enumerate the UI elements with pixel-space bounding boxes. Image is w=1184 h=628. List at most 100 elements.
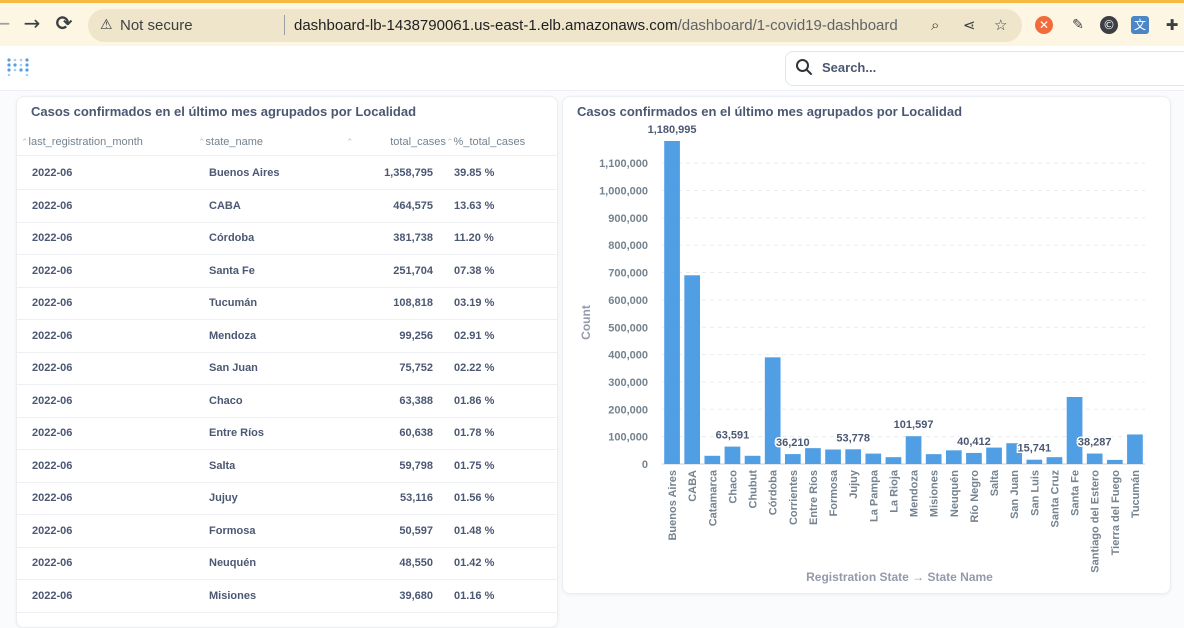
column-header-state-name[interactable]: ⌃state_name (198, 136, 263, 148)
extensions-puzzle-icon[interactable]: ✚ (1165, 16, 1179, 34)
cell-pct-total: 01.78 % (454, 427, 495, 439)
cell-pct-total: 39.85 % (454, 167, 495, 179)
cell-total-cases: 251,704 (393, 264, 433, 277)
column-header-total-cases[interactable]: ⌃ total_cases (346, 136, 446, 148)
y-tick-label: 300,000 (608, 377, 648, 389)
x-tick-label: Misiones (929, 470, 941, 517)
bar (1006, 443, 1023, 464)
sort-arrow-icon: ⌃ (346, 138, 354, 148)
cell-state: Salta (209, 459, 236, 472)
chart-card-title[interactable]: Casos confirmados en el último mes agrup… (577, 104, 963, 119)
x-tick-label: CABA (687, 470, 699, 502)
bar (784, 454, 801, 464)
bar (1046, 457, 1063, 464)
bar (845, 449, 862, 464)
data-label: 15,741 (1017, 443, 1051, 455)
x-tick-label: Santa Fe (1070, 470, 1082, 516)
security-label[interactable]: Not secure (120, 17, 193, 34)
x-tick-label: La Pampa (868, 469, 880, 522)
bar (905, 436, 922, 464)
table-row[interactable]: 2022-06 Salta 59,798 01.75 % (17, 450, 557, 483)
table-row[interactable]: 2022-06 Neuquén 48,550 01.42 % (17, 547, 557, 580)
cell-state: Tucumán (209, 297, 258, 309)
y-tick-label: 800,000 (608, 240, 648, 252)
table-row[interactable]: 2022-06 San Juan 75,752 02.22 % (17, 352, 557, 385)
table-row[interactable]: 2022-06 Misiones 39,680 01.16 % (17, 580, 557, 613)
chart-card: Casos confirmados en el último mes agrup… (562, 96, 1171, 594)
table-row[interactable]: 2022-06 Entre Ríos 60,638 01.78 % (17, 417, 557, 450)
x-tick-label: Neuquén (949, 470, 961, 517)
cell-pct-total: 01.42 % (454, 557, 495, 569)
zoom-icon[interactable]: ⌕ (931, 16, 940, 34)
cell-pct-total: 03.19 % (454, 297, 495, 309)
table-card: Casos confirmados en el último mes agrup… (16, 96, 558, 628)
bar (1026, 459, 1043, 464)
bar (986, 447, 1002, 464)
table-row[interactable]: 2022-06 Santa Fe 251,704 07.38 % (17, 255, 557, 288)
table-row[interactable]: 2022-06 Córdoba 381,738 11.20 % (17, 222, 557, 255)
table-row[interactable]: 2022-06 Formosa 50,597 01.48 % (17, 515, 557, 548)
table-row[interactable]: 2022-06 Mendoza 99,256 02.91 % (17, 320, 557, 353)
bar (1086, 453, 1103, 464)
cell-month: 2022-06 (32, 362, 73, 374)
warning-icon[interactable]: ⚠ (100, 17, 113, 33)
column-header-last-registration-month[interactable]: ⌃last_registration_month (21, 136, 143, 148)
column-header-pct-total-cases[interactable]: ⌃%_total_cases (446, 136, 525, 148)
extension-c-icon[interactable]: © (1100, 16, 1118, 34)
table-row[interactable]: 2022-06 Jujuy 53,116 01.56 % (17, 482, 557, 515)
metabase-logo-icon[interactable] (7, 58, 31, 81)
search-box[interactable] (785, 51, 1184, 86)
extension-shield-icon[interactable]: ✕ (1035, 16, 1053, 34)
cell-state: Misiones (209, 589, 257, 602)
cell-total-cases: 60,638 (399, 427, 433, 439)
data-label: 1,180,995 (648, 124, 697, 136)
browser-toolbar: ← → ⟳ ⚠ Not secure dashboard-lb-14387900… (0, 0, 1184, 46)
table-card-title[interactable]: Casos confirmados en el último mes agrup… (31, 104, 417, 119)
url-host: dashboard-lb-1438790061.us-east-1.elb.am… (294, 17, 678, 34)
x-axis-title: Registration State → State Name (806, 570, 993, 584)
translate-icon[interactable]: 文 (1131, 16, 1149, 34)
bar (925, 454, 942, 464)
cell-state: San Juan (209, 362, 258, 374)
cell-total-cases: 53,116 (399, 492, 433, 504)
table-row[interactable]: 2022-06 Buenos Aires 1,358,795 39.85 % (17, 157, 557, 190)
cell-total-cases: 75,752 (399, 362, 433, 374)
forward-button[interactable]: → (23, 11, 41, 35)
back-button[interactable]: ← (0, 11, 11, 35)
x-tick-label: Chubut (748, 470, 760, 509)
cell-total-cases: 108,818 (393, 297, 433, 309)
bar (966, 452, 982, 464)
x-tick-label: La Rioja (888, 469, 900, 513)
bar (805, 448, 821, 464)
x-tick-label: Tierra del Fuego (1110, 470, 1122, 556)
cell-total-cases: 63,388 (399, 394, 433, 407)
cell-state: Córdoba (209, 232, 255, 244)
bar (704, 455, 721, 464)
reload-button[interactable]: ⟳ (55, 11, 73, 35)
table-row[interactable]: 2022-06 CABA 464,575 13.63 % (17, 190, 557, 223)
table-row[interactable]: 2022-06 Tucumán 108,818 03.19 % (17, 287, 557, 320)
column-header-label: %_total_cases (453, 136, 526, 148)
bar (684, 275, 701, 464)
cell-pct-total: 02.22 % (454, 362, 495, 374)
x-tick-label: Formosa (828, 469, 840, 516)
cell-month: 2022-06 (32, 199, 73, 212)
bookmark-star-icon[interactable]: ☆ (994, 16, 1008, 34)
eyedropper-icon[interactable]: ✎ (1072, 17, 1084, 33)
cell-state: Santa Fe (209, 264, 255, 277)
bar (865, 453, 882, 464)
cell-month: 2022-06 (32, 232, 73, 244)
share-icon[interactable]: ⋖ (963, 16, 976, 34)
bar (724, 446, 741, 464)
x-tick-label: Córdoba (768, 469, 780, 515)
bar (1106, 459, 1123, 464)
cell-pct-total: 01.56 % (454, 492, 495, 504)
cell-state: CABA (209, 199, 241, 212)
x-tick-label: Santa Cruz (1049, 470, 1061, 528)
search-input[interactable] (820, 59, 1124, 76)
url-text[interactable]: dashboard-lb-1438790061.us-east-1.elb.am… (294, 17, 898, 34)
address-bar[interactable]: ⚠ Not secure dashboard-lb-1438790061.us-… (88, 9, 1022, 42)
cell-state: Jujuy (209, 492, 238, 504)
table-row[interactable]: 2022-06 Chaco 63,388 01.86 % (17, 385, 557, 418)
y-tick-label: 700,000 (608, 268, 648, 280)
